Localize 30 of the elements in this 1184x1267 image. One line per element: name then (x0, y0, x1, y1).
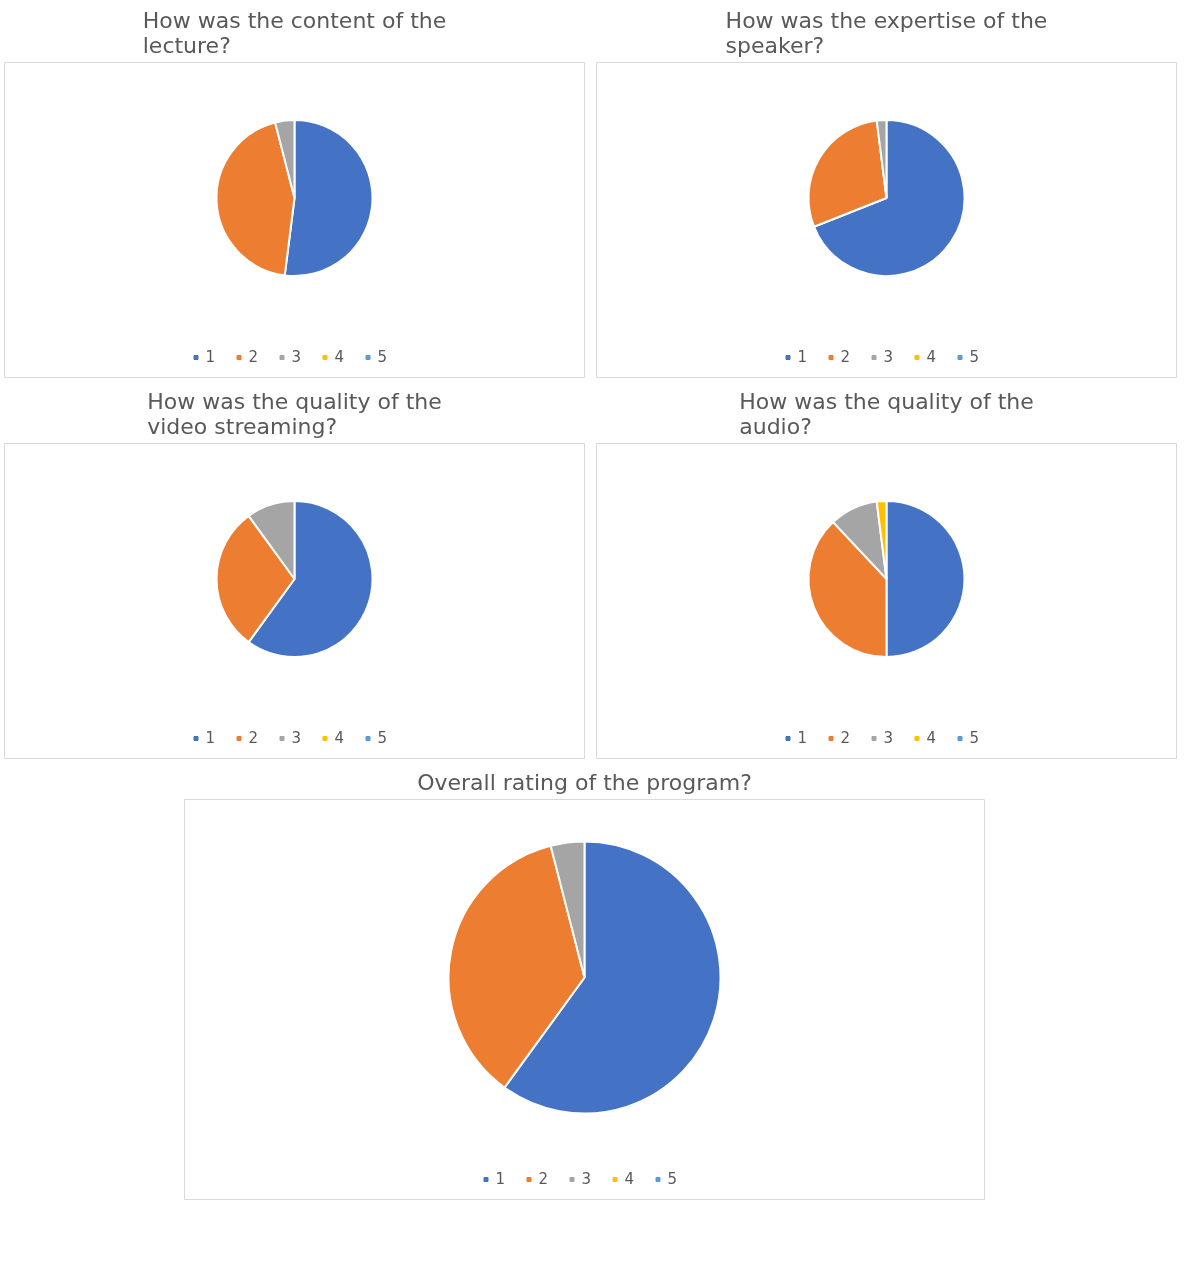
chart-title: How was the quality of the audio? (739, 388, 1034, 439)
legend-label: 5 (377, 348, 389, 366)
legend-label: 2 (840, 348, 852, 366)
legend-label: 3 (883, 729, 895, 747)
legend-label: 1 (205, 348, 217, 366)
legend-label: 3 (883, 348, 895, 366)
legend-label: 3 (581, 1170, 593, 1188)
chart-title: How was the expertise of the speaker? (725, 7, 1048, 58)
legend-label: 1 (205, 729, 217, 747)
legend-label: 1 (797, 729, 809, 747)
legend-label: 4 (624, 1170, 636, 1188)
chart-title: Overall rating of the program? (417, 769, 752, 795)
legend-label: 2 (538, 1170, 550, 1188)
legend-label: 4 (334, 729, 346, 747)
chart-title: How was the content of the lecture? (142, 7, 447, 58)
legend-label: 3 (291, 729, 303, 747)
legend-label: 5 (377, 729, 389, 747)
legend-label: 1 (495, 1170, 507, 1188)
legend-label: 2 (248, 348, 260, 366)
legend-label: 5 (969, 348, 981, 366)
legend-label: 5 (969, 729, 981, 747)
legend-label: 4 (926, 348, 938, 366)
legend-label: 4 (334, 348, 346, 366)
legend-label: 5 (667, 1170, 679, 1188)
legend-label: 2 (248, 729, 260, 747)
legend-label: 2 (840, 729, 852, 747)
chart-title: How was the quality of the video streaming? (147, 388, 442, 439)
legend-label: 4 (926, 729, 938, 747)
legend-label: 3 (291, 348, 303, 366)
legend-label: 1 (797, 348, 809, 366)
